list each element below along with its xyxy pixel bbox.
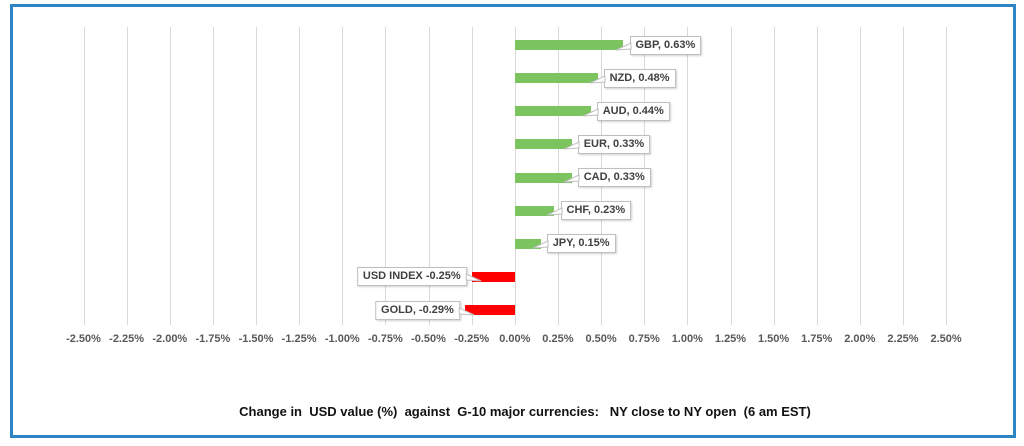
gridline--1.75% [212,27,214,325]
data-label-tail [458,306,474,315]
x-tick-label: 1.75% [801,333,833,345]
x-tick-label: 1.50% [757,333,790,345]
x-tick-label: -1.25% [281,333,317,345]
bar-eur [514,139,572,150]
bar-nzd [514,73,598,84]
bar-gbp [514,40,624,50]
gridline--2.25% [126,27,128,325]
gridline-1.00% [687,27,689,325]
data-label-tail [563,174,580,183]
data-label-tail [532,240,549,249]
data-label-jpy: JPY, 0.15% [532,234,616,254]
x-tick-label: 0.25% [542,333,574,345]
data-label-tail [582,107,599,117]
bar-usd-index [471,271,515,282]
x-tick-label: -0.50% [411,333,446,345]
x-tick-label: -1.75% [195,333,231,345]
gridline-2.00% [859,27,861,325]
data-label-tail [563,141,580,150]
gridline--1.00% [342,27,344,325]
x-tick-label: 0.50% [585,333,617,345]
gridline-1.75% [816,27,818,325]
bar-chf [514,205,555,216]
data-label-tail [615,41,631,50]
data-label-cad: CAD, 0.33% [563,168,651,187]
gridline--0.25% [471,27,473,325]
gridline--1.50% [256,27,257,325]
bar-aud [514,106,591,117]
data-label-eur: EUR, 0.33% [563,134,651,154]
data-label-gbp: GBP, 0.63% [615,35,702,55]
data-label-tail [546,207,562,216]
x-tick-label: -2.25% [109,333,145,345]
data-label-usd-index: USD INDEX -0.25% [356,267,481,287]
bar-jpy [514,238,541,249]
gridline-1.50% [773,27,775,325]
gridline-2.25% [903,27,904,325]
x-tick-label: -1.00% [324,333,360,345]
bar-gold [464,305,515,315]
x-tick-label: -2.00% [152,333,188,345]
x-tick-label: 0.00% [499,333,531,345]
gridline--2.50% [83,27,85,325]
gridline--0.50% [428,27,430,325]
data-label-tail [465,273,481,282]
x-tick-label: -0.25% [454,333,490,345]
gridline--0.75% [385,27,387,325]
x-tick-label: 2.00% [844,333,876,345]
gridline-1.25% [730,27,732,325]
data-label-nzd: NZD, 0.48% [589,68,676,88]
bar-cad [514,172,572,183]
chart-title: Change in USD value (%) against G-10 maj… [239,404,811,419]
x-tick-label: -0.75% [367,333,403,345]
x-tick-label: -1.50% [238,333,274,345]
data-label-tail [589,74,606,84]
x-tick-label: 2.25% [887,333,919,345]
x-tick-label: 0.75% [628,333,660,345]
x-tick-label: 1.00% [671,333,703,345]
gridline--1.25% [299,27,301,325]
data-label-gold: GOLD, -0.29% [375,300,474,320]
data-label-aud: AUD, 0.44% [582,101,670,121]
x-tick-label: -2.50% [66,333,101,345]
x-tick-label: 2.50% [930,333,962,345]
gridline-2.50% [946,27,948,325]
chart-border-frame: -2.50% -2.25% -2.00% -1.75% -1.50% -1.25% -1.0… [10,4,1016,438]
x-tick-label: 1.25% [714,333,747,345]
gridline--2.00% [169,27,171,325]
data-label-chf: CHF, 0.23% [546,201,632,221]
